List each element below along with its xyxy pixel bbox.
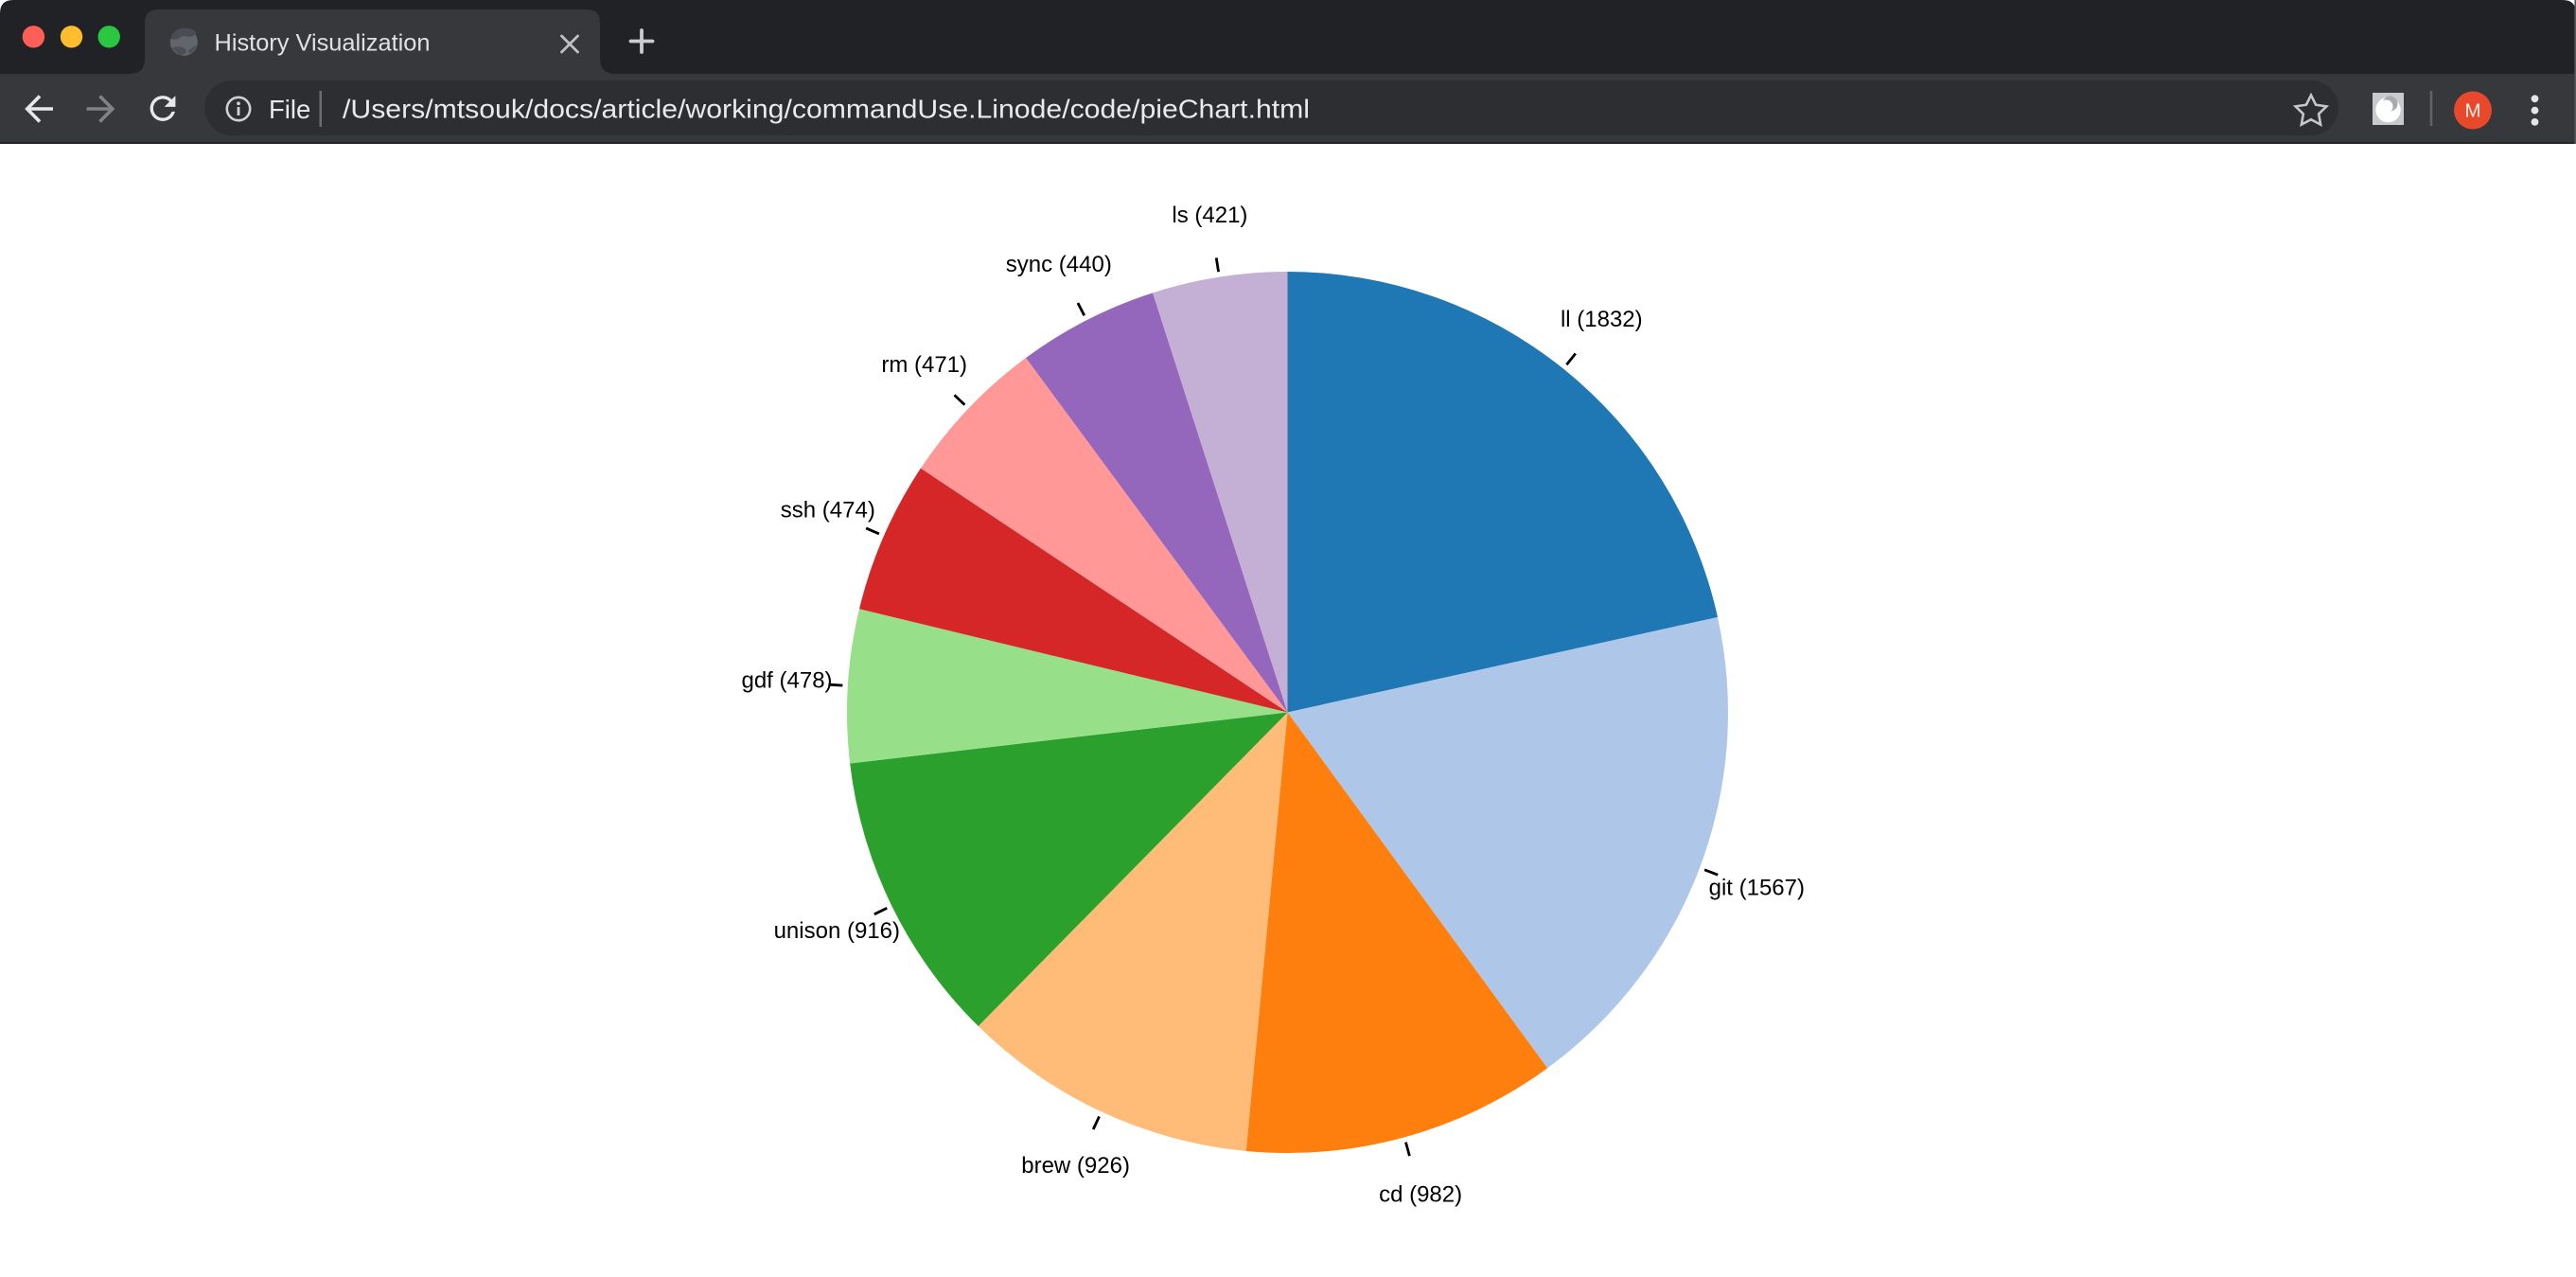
svg-text:ssh (474): ssh (474): [781, 497, 875, 523]
svg-text:rm (471): rm (471): [881, 352, 967, 378]
svg-text:File: File: [269, 95, 310, 124]
svg-text:ls (421): ls (421): [1172, 203, 1247, 228]
svg-text:brew (926): brew (926): [1021, 1153, 1130, 1179]
svg-text:/Users/mtsouk/docs/article/wor: /Users/mtsouk/docs/article/working/comma…: [343, 95, 1310, 124]
svg-text:M: M: [2464, 100, 2480, 122]
svg-text:sync (440): sync (440): [1006, 252, 1112, 277]
svg-text:git (1567): git (1567): [1709, 876, 1805, 901]
svg-text:gdf (478): gdf (478): [741, 668, 832, 694]
svg-text:unison (916): unison (916): [774, 918, 900, 944]
svg-text:cd (982): cd (982): [1379, 1182, 1462, 1208]
svg-text:ll (1832): ll (1832): [1561, 307, 1643, 332]
svg-text:History Visualization: History Visualization: [215, 30, 431, 57]
